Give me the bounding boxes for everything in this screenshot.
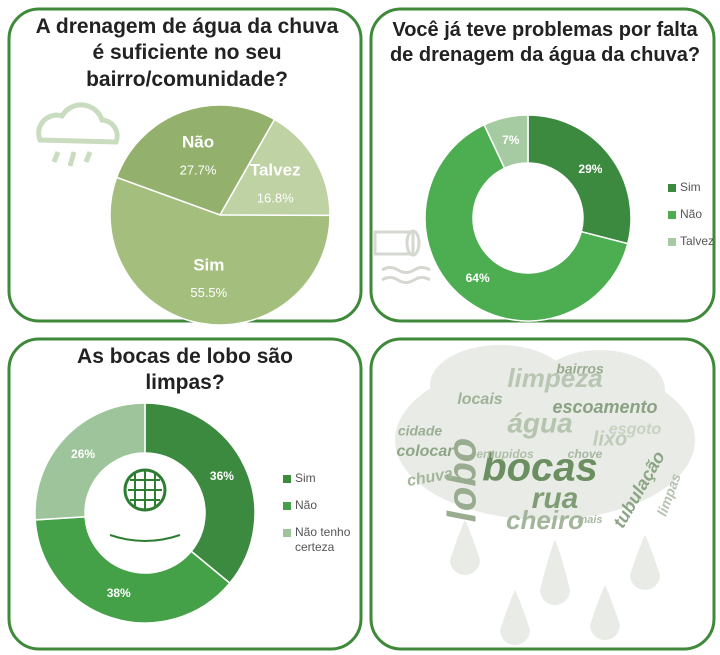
legend-label: Não [680,207,702,221]
word: locais [457,391,502,408]
infographic: Não 27.7% Talvez 16.8% Sim 55.5% 29% Sim 64% Não 7… [0,0,720,655]
legend-swatch [668,184,676,192]
word: esgoto [609,421,662,438]
slice-label: Talvez [250,161,301,180]
canvas: Não 27.7% Talvez 16.8% Sim 55.5% 29% Sim 64% Não 7… [0,0,720,655]
word: colocar [397,443,455,460]
value-label: 16.8% [257,190,294,205]
legend-swatch [283,529,291,537]
word: chove [568,447,603,461]
value-label: 26% [71,447,95,461]
word: escoamento [552,397,657,417]
value-label: 36% [210,469,234,483]
slice-label: Não [182,133,214,152]
value-label: 64% [466,271,490,285]
slice-label: Sim [193,255,224,274]
chart-title: As bocas de lobo são limpas? [40,344,330,397]
legend-label: Não [295,498,317,512]
word: cheiro [506,505,584,535]
value-label: 29% [578,162,602,176]
legend-swatch [283,475,291,483]
word: cidade [398,423,443,439]
legend-swatch [668,238,676,246]
word: entupidos [476,447,534,461]
value-label: 38% [107,586,131,600]
word: bairros [556,361,604,377]
chart-title: Você já teve problemas por falta de dren… [384,18,706,68]
legend-label: Sim [680,180,701,194]
value-label: 55.5% [190,285,227,300]
legend-label: Sim [295,471,316,485]
value-label: 27.7% [180,163,217,178]
word: mais [577,514,602,526]
legend-label: Talvez [680,234,714,248]
chart-title: A drenagem de água da chuva é suficiente… [28,14,346,93]
value-label: 7% [502,133,520,147]
legend-swatch [668,211,676,219]
legend-swatch [283,502,291,510]
